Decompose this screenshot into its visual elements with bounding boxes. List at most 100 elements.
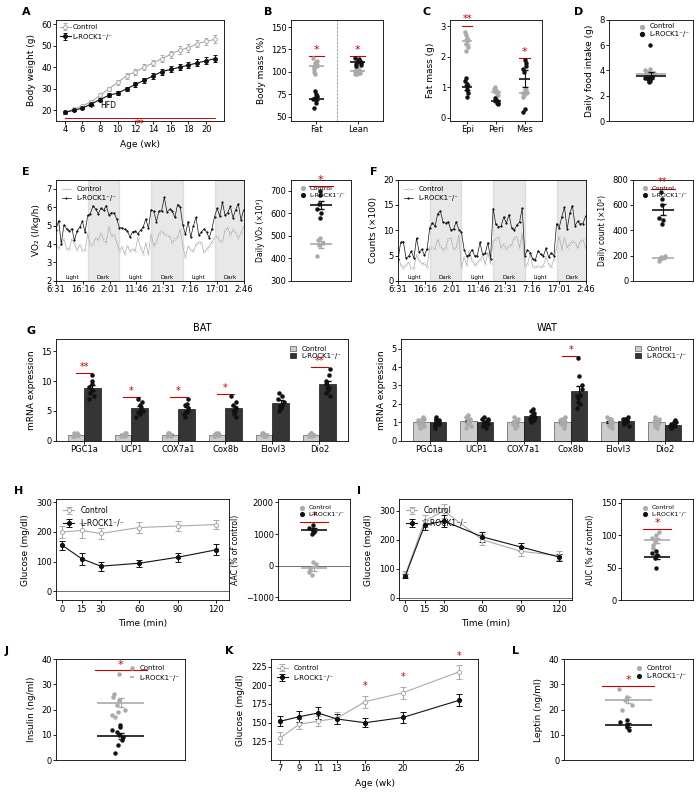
Point xyxy=(114,719,125,732)
Point xyxy=(640,64,651,77)
Point xyxy=(306,429,317,442)
Point xyxy=(491,90,502,103)
Point xyxy=(559,419,570,432)
Point xyxy=(559,416,570,428)
Point xyxy=(671,416,682,428)
Point xyxy=(309,85,321,98)
Point xyxy=(461,421,472,434)
Point xyxy=(162,427,174,439)
Point xyxy=(355,56,366,68)
Point xyxy=(605,412,616,425)
Point xyxy=(573,396,584,408)
Point xyxy=(646,69,657,82)
Text: *: * xyxy=(318,175,323,185)
Point xyxy=(309,526,320,539)
Point xyxy=(322,380,333,393)
Point xyxy=(481,421,492,434)
Point xyxy=(182,406,193,419)
Point xyxy=(601,410,612,423)
Point xyxy=(164,427,176,440)
Point xyxy=(87,375,98,388)
Point xyxy=(461,72,472,84)
Point xyxy=(229,408,240,420)
Point xyxy=(517,105,528,118)
Point xyxy=(311,94,322,107)
Point xyxy=(133,392,144,405)
Text: Dark: Dark xyxy=(97,275,110,280)
Bar xyxy=(88,180,120,281)
Point xyxy=(463,416,474,428)
Point xyxy=(559,410,570,423)
Bar xyxy=(272,403,289,441)
Point xyxy=(257,427,268,439)
Point xyxy=(646,532,657,544)
Point xyxy=(311,56,322,68)
Point xyxy=(308,523,319,536)
Bar xyxy=(508,422,524,441)
Text: **: ** xyxy=(658,178,668,187)
Point xyxy=(518,87,529,100)
Point xyxy=(136,401,147,414)
Point xyxy=(640,68,652,80)
Point xyxy=(642,72,653,84)
Point xyxy=(652,421,663,434)
Point xyxy=(214,429,225,442)
Point xyxy=(179,399,190,412)
Text: A: A xyxy=(22,7,31,17)
Point xyxy=(652,418,664,431)
Point xyxy=(72,429,83,442)
Point xyxy=(651,545,662,558)
Point xyxy=(462,87,473,100)
Point xyxy=(120,429,132,442)
Bar xyxy=(151,180,183,281)
Point xyxy=(309,101,320,114)
Point xyxy=(430,412,442,425)
Point xyxy=(669,419,680,432)
Y-axis label: Daily count (×10²): Daily count (×10²) xyxy=(598,195,607,266)
Point xyxy=(225,389,236,402)
Legend: Control, L-ROCK1⁻/⁻: Control, L-ROCK1⁻/⁻ xyxy=(299,183,348,200)
Point xyxy=(304,427,316,440)
Point xyxy=(666,421,677,434)
Text: K: K xyxy=(225,646,234,656)
Legend: Control, L-ROCK1⁻/⁻: Control, L-ROCK1⁻/⁻ xyxy=(635,662,690,681)
Legend: Control, L-ROCK1⁻/⁻: Control, L-ROCK1⁻/⁻ xyxy=(638,21,692,40)
Point xyxy=(607,418,618,431)
Text: *: * xyxy=(176,386,181,396)
Point xyxy=(518,65,529,78)
Point xyxy=(620,416,631,428)
Point xyxy=(492,85,503,98)
Bar xyxy=(665,424,681,441)
Legend: Control, L-ROCK1⁻/⁻: Control, L-ROCK1⁻/⁻ xyxy=(287,343,344,362)
Point xyxy=(512,412,524,425)
Point xyxy=(109,711,120,724)
Bar xyxy=(648,423,665,441)
Point xyxy=(572,390,583,403)
Bar xyxy=(132,408,148,441)
Point xyxy=(656,186,667,199)
Point xyxy=(418,418,429,431)
Point xyxy=(260,430,271,443)
Point xyxy=(606,412,617,425)
Point xyxy=(654,253,666,266)
Point xyxy=(461,35,472,48)
Point xyxy=(462,412,473,425)
Point xyxy=(315,189,326,202)
Point xyxy=(559,421,570,434)
Point xyxy=(480,416,491,428)
Legend: Control, L-ROCK1⁻/⁻: Control, L-ROCK1⁻/⁻ xyxy=(60,503,127,531)
Point xyxy=(658,214,669,227)
Point xyxy=(461,29,472,41)
Bar xyxy=(556,180,588,281)
Y-axis label: Leptin (ng/ml): Leptin (ng/ml) xyxy=(534,677,543,742)
Point xyxy=(614,683,625,696)
Y-axis label: VO₂ (l/kg/h): VO₂ (l/kg/h) xyxy=(32,205,41,256)
Point xyxy=(478,418,489,431)
Y-axis label: AUC (% of control): AUC (% of control) xyxy=(587,515,596,585)
Point xyxy=(430,416,442,428)
Point xyxy=(351,67,362,80)
Text: C: C xyxy=(423,7,430,17)
Point xyxy=(648,67,659,80)
Text: Dark: Dark xyxy=(224,275,237,280)
Point xyxy=(305,427,316,440)
